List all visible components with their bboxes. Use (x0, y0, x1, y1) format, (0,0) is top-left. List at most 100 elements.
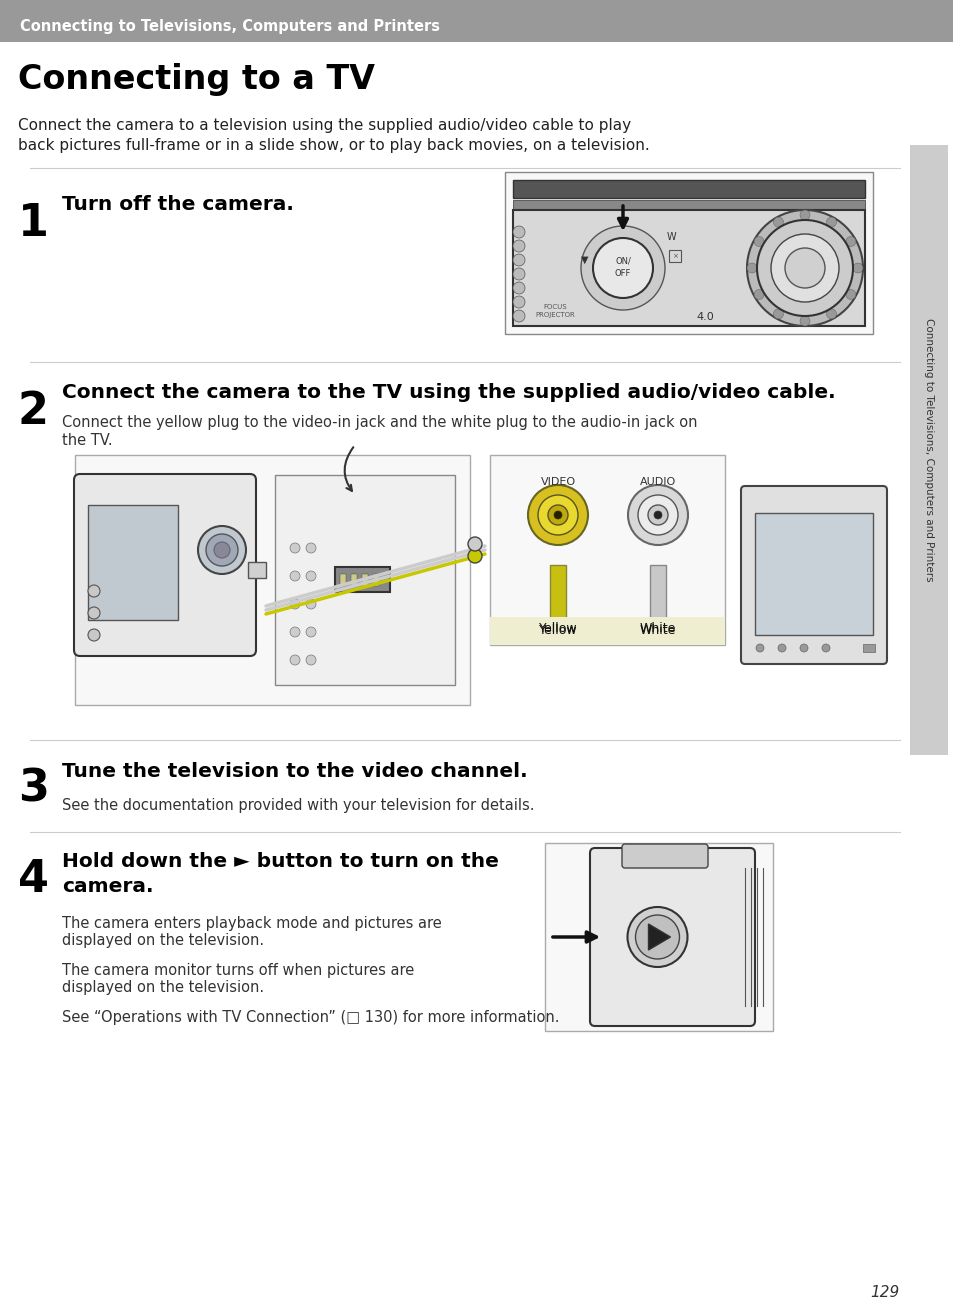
Bar (862, 644, 874, 652)
Circle shape (778, 644, 785, 652)
Circle shape (753, 237, 763, 247)
Circle shape (746, 210, 862, 326)
FancyBboxPatch shape (621, 844, 707, 869)
Text: 3: 3 (18, 767, 49, 811)
Text: OFF: OFF (614, 268, 631, 277)
Circle shape (627, 907, 687, 967)
Text: FOCUS: FOCUS (542, 304, 566, 310)
Bar (909, 145, 947, 756)
Bar (504, 172, 872, 334)
Bar (0, 0, 953, 42)
Bar (550, 565, 565, 640)
Bar (513, 200, 864, 210)
Circle shape (468, 549, 481, 562)
Bar (351, 574, 356, 586)
Text: displayed on the television.: displayed on the television. (62, 933, 264, 947)
Text: 129: 129 (870, 1285, 899, 1300)
Circle shape (198, 526, 246, 574)
Circle shape (580, 226, 664, 310)
Bar (248, 562, 266, 578)
Circle shape (825, 217, 836, 227)
Text: displayed on the television.: displayed on the television. (62, 980, 264, 995)
Circle shape (770, 234, 838, 302)
Circle shape (206, 533, 237, 566)
Text: W: W (665, 233, 675, 242)
Text: The camera monitor turns off when pictures are: The camera monitor turns off when pictur… (62, 963, 414, 978)
Circle shape (554, 511, 561, 519)
Bar (88, 505, 178, 620)
Bar (490, 455, 724, 645)
Circle shape (800, 644, 807, 652)
FancyBboxPatch shape (589, 848, 754, 1026)
Circle shape (537, 495, 578, 535)
Circle shape (306, 572, 315, 581)
Circle shape (213, 541, 230, 558)
Bar (544, 844, 772, 1031)
Circle shape (88, 629, 100, 641)
Text: VIDEO: VIDEO (539, 477, 575, 487)
Bar (490, 618, 724, 645)
Text: White: White (639, 624, 676, 637)
Text: Connect the camera to a television using the supplied audio/video cable to play: Connect the camera to a television using… (18, 118, 631, 133)
Circle shape (527, 485, 587, 545)
Circle shape (306, 543, 315, 553)
Bar (373, 574, 378, 586)
Circle shape (755, 644, 763, 652)
Text: Connecting to a TV: Connecting to a TV (18, 63, 375, 96)
Text: ×: × (671, 254, 678, 259)
Circle shape (306, 627, 315, 637)
Circle shape (513, 254, 524, 265)
Text: 2: 2 (18, 390, 49, 434)
Circle shape (800, 210, 809, 219)
Text: See the documentation provided with your television for details.: See the documentation provided with your… (62, 798, 534, 813)
Circle shape (821, 644, 829, 652)
Circle shape (825, 309, 836, 319)
Circle shape (845, 237, 855, 247)
Text: Yellow: Yellow (538, 624, 577, 637)
Text: ▼: ▼ (580, 255, 588, 265)
Text: Connecting to Televisions, Computers and Printers: Connecting to Televisions, Computers and… (20, 18, 439, 33)
Text: back pictures full-frame or in a slide show, or to play back movies, on a televi: back pictures full-frame or in a slide s… (18, 138, 649, 152)
Circle shape (513, 226, 524, 238)
Text: ON/: ON/ (615, 256, 630, 265)
Circle shape (513, 240, 524, 252)
Text: See “Operations with TV Connection” (□ 130) for more information.: See “Operations with TV Connection” (□ 1… (62, 1010, 558, 1025)
Circle shape (746, 263, 757, 273)
Circle shape (773, 309, 782, 319)
Circle shape (627, 485, 687, 545)
Circle shape (635, 915, 679, 959)
Text: Connecting to Televisions, Computers and Printers: Connecting to Televisions, Computers and… (923, 318, 933, 582)
Circle shape (513, 310, 524, 322)
Bar (513, 210, 864, 326)
Circle shape (845, 289, 855, 300)
Text: White: White (639, 622, 676, 635)
Circle shape (88, 585, 100, 597)
Bar (668, 250, 680, 261)
Text: 4.0: 4.0 (696, 311, 713, 322)
FancyBboxPatch shape (74, 474, 255, 656)
Text: Tune the television to the video channel.: Tune the television to the video channel… (62, 762, 527, 781)
Circle shape (800, 315, 809, 326)
Bar (361, 574, 368, 586)
Circle shape (513, 296, 524, 307)
Circle shape (306, 599, 315, 608)
Text: Hold down the ► button to turn on the: Hold down the ► button to turn on the (62, 851, 498, 871)
Text: PROJECTOR: PROJECTOR (535, 311, 575, 318)
Circle shape (654, 511, 661, 519)
Text: 1: 1 (18, 202, 49, 244)
Text: The camera enters playback mode and pictures are: The camera enters playback mode and pict… (62, 916, 441, 932)
Bar (339, 574, 346, 586)
Circle shape (306, 654, 315, 665)
Circle shape (593, 238, 652, 298)
Bar (75, 455, 470, 706)
Circle shape (638, 495, 678, 535)
Polygon shape (648, 924, 670, 950)
Text: Yellow: Yellow (538, 622, 577, 635)
Bar (754, 512, 872, 635)
Bar (335, 568, 390, 593)
Bar (649, 565, 665, 640)
FancyBboxPatch shape (740, 486, 886, 664)
Text: Turn off the camera.: Turn off the camera. (62, 194, 294, 214)
Text: camera.: camera. (62, 876, 153, 896)
Circle shape (773, 217, 782, 227)
